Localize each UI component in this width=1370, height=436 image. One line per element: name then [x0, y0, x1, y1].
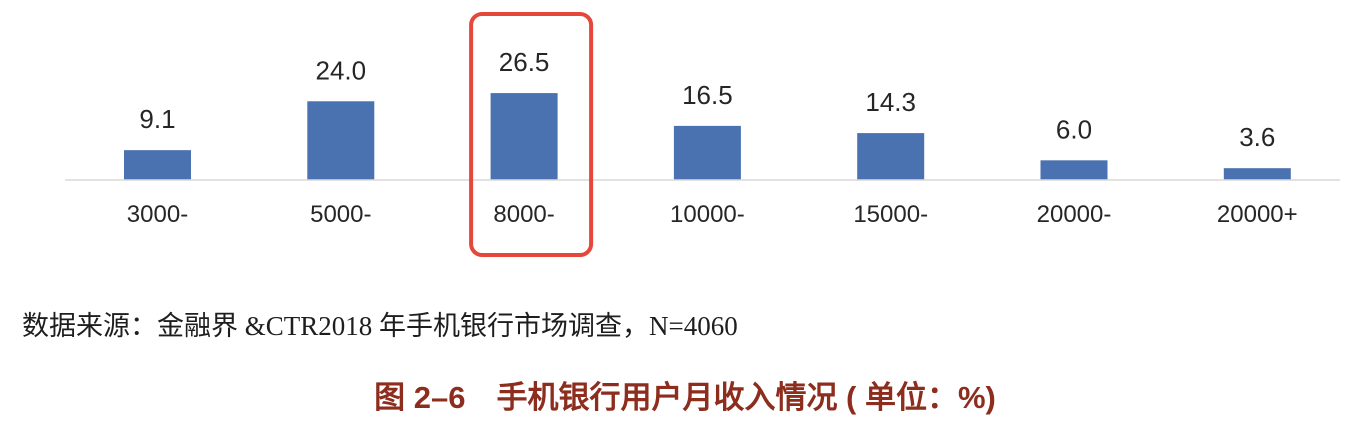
category-label-20000-plus: 20000+	[1217, 201, 1298, 228]
bar-15000	[857, 133, 925, 180]
highlight-box	[469, 12, 594, 257]
category-label-15000: 15000-	[853, 201, 928, 228]
data-label-10000: 16.5	[682, 80, 733, 110]
bar-3000	[124, 150, 191, 180]
data-label-5000: 24.0	[315, 55, 366, 85]
data-source-note: 数据来源：金融界 &CTR2018 年手机银行市场调查，N=4060	[22, 311, 738, 341]
data-labels-group: 9.1 24.0 26.5 16.5 14.3 6.0 3.6	[139, 47, 1275, 152]
category-label-10000: 10000-	[670, 201, 745, 228]
category-label-3000: 3000-	[127, 201, 188, 228]
bar-chart: 9.1 24.0 26.5 16.5 14.3 6.0 3.6 3000- 5000- 8000…	[65, 12, 1340, 257]
bar-10000	[673, 125, 741, 180]
bar-5000	[307, 101, 375, 180]
chart-title: 图 2–6 手机银行用户月收入情况 ( 单位：%)	[374, 380, 996, 415]
data-label-8000: 26.5	[499, 47, 550, 77]
bar-8000	[490, 93, 558, 180]
data-label-3000: 9.1	[139, 104, 175, 134]
data-label-15000: 14.3	[865, 87, 916, 117]
data-label-20000-plus: 3.6	[1239, 122, 1275, 152]
category-labels-group: 3000- 5000- 8000- 10000- 15000- 20000- 20000+	[127, 201, 1298, 228]
category-label-8000: 8000-	[493, 201, 554, 228]
bar-20000	[1040, 160, 1108, 180]
data-label-20000: 6.0	[1056, 114, 1092, 144]
bar-20000-plus	[1223, 168, 1291, 180]
category-label-20000: 20000-	[1037, 201, 1112, 228]
category-label-5000: 5000-	[310, 201, 371, 228]
bars-group	[124, 93, 1291, 180]
